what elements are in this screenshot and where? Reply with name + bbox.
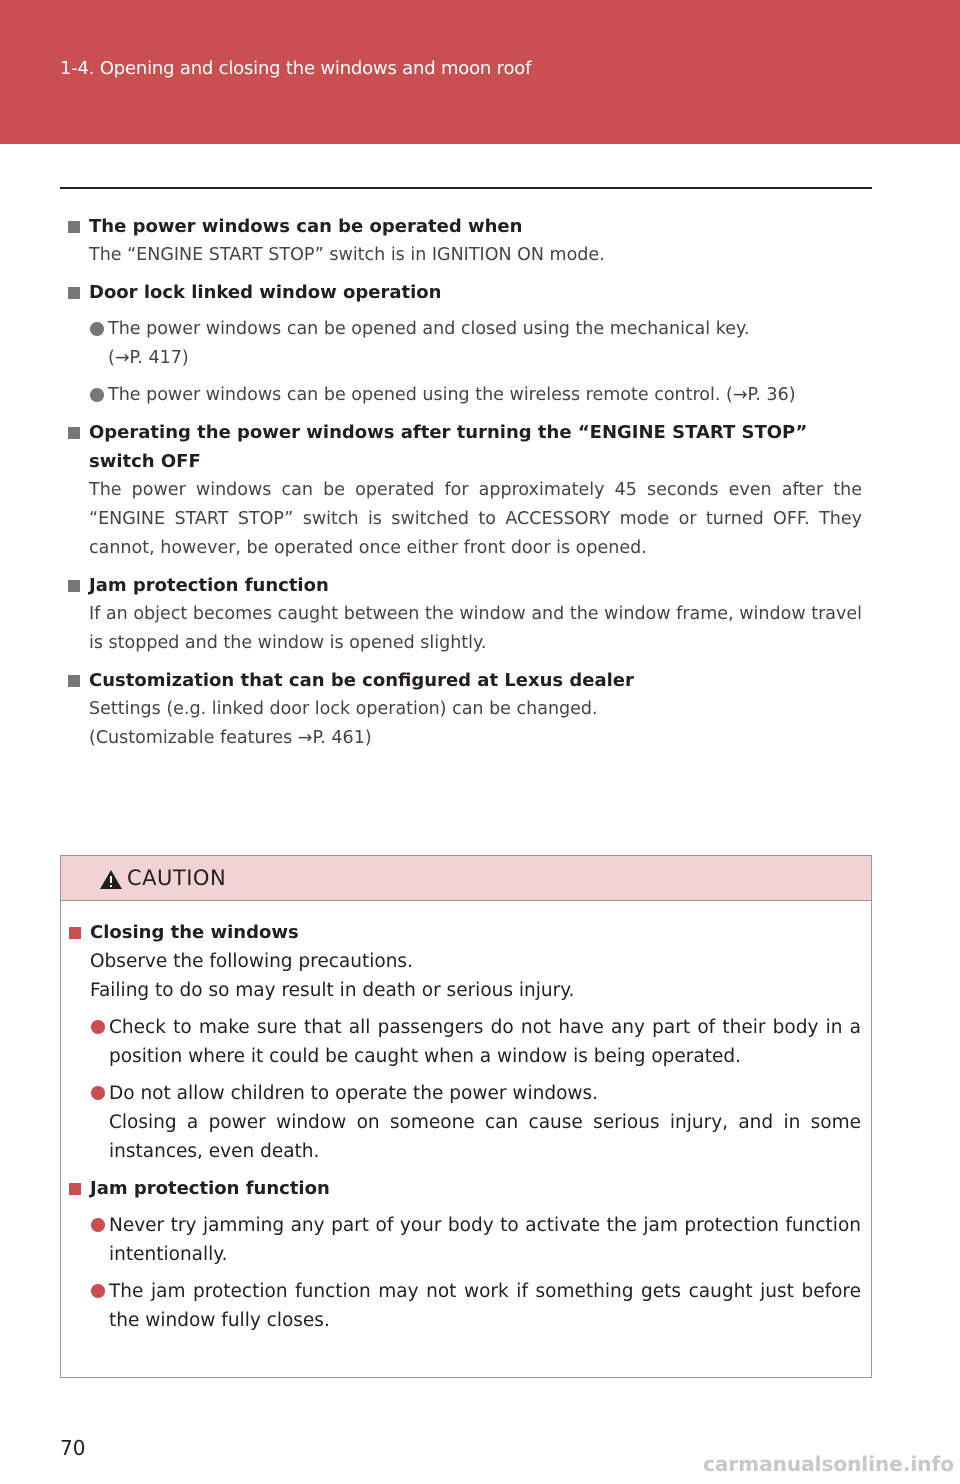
section: Jam protection function If an object beco… [60, 571, 862, 658]
bullet-text: The power windows can be opened and clos… [108, 319, 750, 339]
section-heading: Door lock linked window operation [60, 278, 862, 307]
bullet-text: The power windows can be opened using th… [108, 385, 796, 405]
paragraph: If an object becomes caught between the … [89, 604, 862, 653]
bullet-text: The jam protection function may not work… [109, 1281, 861, 1331]
bullet-text: Never try jamming any part of your body … [109, 1215, 861, 1265]
caution-title: CAUTION [127, 866, 227, 890]
section: Closing the windows Observe the following… [61, 918, 861, 1166]
section: Door lock linked window operation The pow… [60, 278, 862, 410]
bullet-item: The jam protection function may not work… [61, 1277, 861, 1335]
warning-icon [100, 870, 122, 889]
bullet-item: Never try jamming any part of your body … [61, 1211, 861, 1269]
section: Jam protection function Never try jamming… [61, 1174, 861, 1335]
bullet-text: (→P. 417) [108, 348, 189, 368]
section-heading: The power windows can be operated when [60, 212, 862, 241]
caution-body: Closing the windows Observe the following… [61, 918, 861, 1343]
header-bar: 1-4. Opening and closing the windows and… [0, 0, 960, 144]
section-heading: Operating the power windows after turnin… [60, 418, 862, 476]
paragraph: Observe the following precautions. [90, 951, 413, 972]
section: The power windows can be operated when Th… [60, 212, 862, 270]
bullet-text: Check to make sure that all passengers d… [109, 1017, 861, 1067]
paragraph: Settings (e.g. linked door lock operatio… [89, 699, 598, 719]
section-heading: Customization that can be configured at … [60, 666, 862, 695]
section-title: 1-4. Opening and closing the windows and… [60, 58, 532, 79]
bullet-item: The power windows can be opened and clos… [60, 315, 862, 373]
section-heading: Jam protection function [60, 571, 862, 600]
bullet-text: Closing a power window on someone can ca… [109, 1112, 861, 1162]
paragraph: Failing to do so may result in death or … [90, 980, 575, 1001]
bullet-item: Do not allow children to operate the pow… [61, 1079, 861, 1166]
section-heading: Closing the windows [61, 918, 861, 947]
bullet-text: Do not allow children to operate the pow… [109, 1083, 599, 1104]
watermark: carmanualsonline.info [703, 1452, 954, 1476]
paragraph: (Customizable features →P. 461) [89, 728, 372, 748]
section: Operating the power windows after turnin… [60, 418, 862, 563]
paragraph: The “ENGINE START STOP” switch is in IGN… [89, 245, 605, 265]
paragraph: The power windows can be operated for ap… [89, 480, 862, 558]
caution-header: CAUTION [61, 856, 871, 901]
section: Customization that can be configured at … [60, 666, 862, 753]
divider [60, 187, 872, 189]
content: The power windows can be operated when Th… [60, 212, 862, 761]
bullet-item: Check to make sure that all passengers d… [61, 1013, 861, 1071]
caution-box: CAUTION Closing the windows Observe the f… [60, 855, 872, 1378]
page-number: 70 [60, 1436, 86, 1460]
bullet-item: The power windows can be opened using th… [60, 381, 862, 410]
section-heading: Jam protection function [61, 1174, 861, 1203]
